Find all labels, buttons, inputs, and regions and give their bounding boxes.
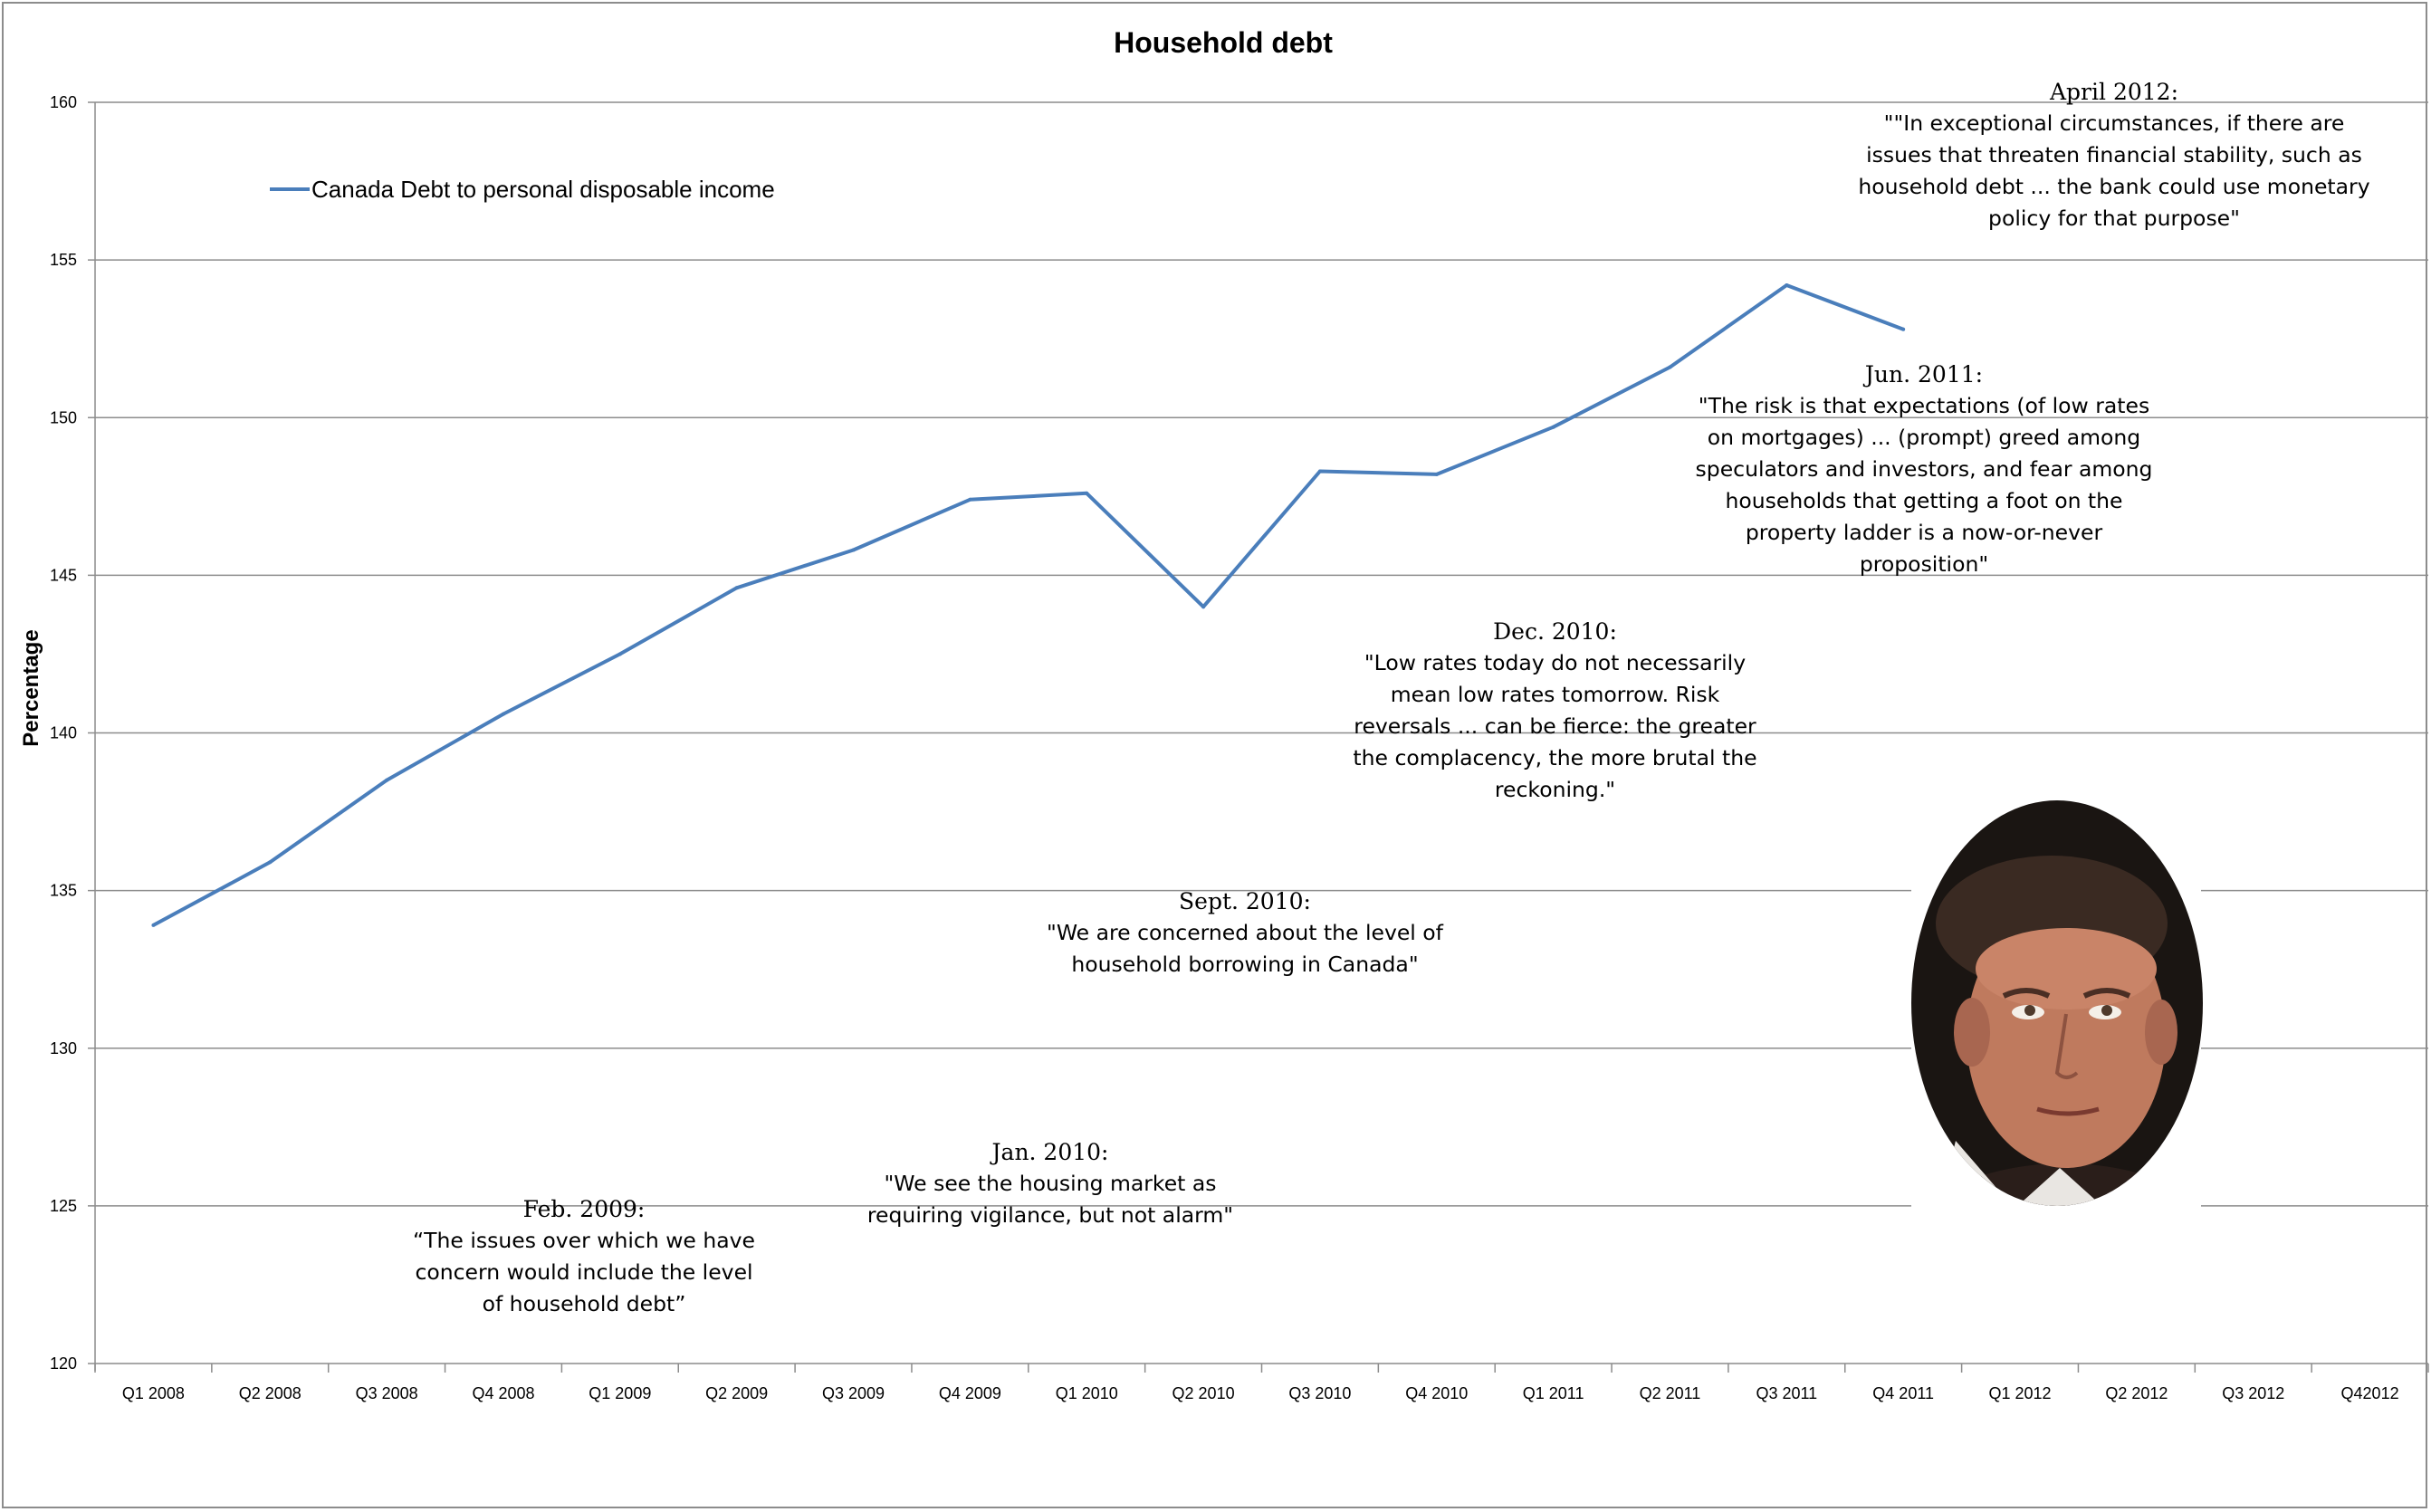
x-tick-label: Q3 2012 [2222, 1384, 2284, 1402]
data-point [851, 548, 856, 552]
portrait-photo-icon [1911, 856, 2203, 1206]
x-tick-label: Q2 2008 [239, 1384, 301, 1402]
annotation-quote: “The issues over which we have concern w… [412, 1228, 756, 1316]
data-point [1085, 491, 1089, 495]
data-point [1668, 365, 1672, 369]
series [151, 282, 1906, 927]
annotation-dec-2010: Dec. 2010: "Low rates today do not neces… [1349, 616, 1761, 806]
x-tick-label: Q4 2010 [1405, 1384, 1468, 1402]
data-point [1551, 425, 1555, 429]
annotation-date: Jun. 2011: [1864, 361, 1984, 388]
data-point [1201, 605, 1206, 609]
data-point [151, 923, 156, 927]
annotation-feb-2009: Feb. 2009: “The issues over which we hav… [403, 1193, 765, 1320]
annotation-sept-2010: Sept. 2010: "We are concerned about the … [1037, 885, 1453, 981]
data-point [385, 778, 389, 782]
x-tick-label: Q2 2011 [1640, 1384, 1701, 1402]
gridlines [95, 101, 2428, 1364]
x-tick-label: Q4 2011 [1872, 1384, 1934, 1402]
data-point [968, 497, 972, 502]
legend-label: Canada Debt to personal disposable incom… [311, 176, 775, 203]
data-point [1785, 282, 1789, 287]
y-tick-label: 130 [50, 1039, 77, 1057]
annotation-date: Feb. 2009: [522, 1196, 646, 1222]
data-point [1317, 469, 1322, 474]
x-tick-label: Q1 2008 [122, 1384, 185, 1402]
y-axis-label: Percentage [19, 629, 43, 746]
x-tick-label: Q4 2008 [472, 1384, 534, 1402]
x-tick-label: Q2 2012 [2105, 1384, 2168, 1402]
y-tick-label: 135 [50, 882, 77, 900]
annotation-quote: "Low rates today do not necessarily mean… [1353, 650, 1757, 802]
x-tick-label: Q2 2009 [705, 1384, 768, 1402]
data-point [734, 586, 739, 590]
x-tick-label: Q2 2010 [1172, 1384, 1235, 1402]
annotation-quote: "The risk is that expectations (of low r… [1695, 393, 2153, 577]
annotation-quote: ""In exceptional circumstances, if there… [1858, 110, 2370, 231]
data-point [617, 652, 622, 656]
data-point [268, 860, 273, 865]
y-tick-label: 140 [50, 724, 77, 742]
annotation-date: Sept. 2010: [1179, 888, 1311, 914]
x-tick-labels: Q1 2008 Q2 2008 Q3 2008 Q4 2008 Q1 2009 Q2 20… [122, 1384, 2399, 1402]
y-tick-label: 160 [50, 93, 77, 111]
x-tick-label: Q1 2012 [1988, 1384, 2051, 1402]
x-tick-label: Q1 2009 [589, 1384, 651, 1402]
y-tick-label: 120 [50, 1354, 77, 1373]
data-point [1434, 472, 1439, 476]
x-tick-label: Q3 2011 [1756, 1384, 1817, 1402]
y-tick-labels: 120 125 130 135 140 145 150 155 160 [50, 93, 77, 1373]
portrait [1911, 800, 2203, 1208]
y-tick-label: 145 [50, 566, 77, 584]
x-tick-label: Q4 2009 [939, 1384, 1001, 1402]
x-tick-label: Q3 2009 [822, 1384, 885, 1402]
annotation-date: April 2012: [2050, 79, 2178, 105]
x-tick-label: Q1 2011 [1523, 1384, 1584, 1402]
axes [88, 101, 2429, 1373]
y-tick-label: 150 [50, 408, 77, 426]
annotation-date: Jan. 2010: [991, 1139, 1109, 1165]
annotation-jun-2011: Jun. 2011: "The risk is that expectation… [1684, 359, 2164, 580]
data-point [1901, 327, 1906, 331]
annotation-quote: "We are concerned about the level of hou… [1047, 920, 1443, 977]
legend: Canada Debt to personal disposable incom… [270, 176, 775, 203]
x-tick-label: Q3 2010 [1288, 1384, 1351, 1402]
annotation-quote: "We see the housing market as requiring … [866, 1171, 1234, 1228]
annotation-jan-2010: Jan. 2010: "We see the housing market as… [865, 1136, 1236, 1231]
y-tick-label: 125 [50, 1197, 77, 1215]
y-tick-label: 155 [50, 251, 77, 269]
data-point [501, 712, 505, 716]
x-tick-label: Q1 2010 [1056, 1384, 1118, 1402]
annotation-april-2012: April 2012: ""In exceptional circumstanc… [1856, 76, 2372, 234]
x-tick-label: Q42012 [2341, 1384, 2399, 1402]
chart-title: Household debt [1114, 26, 1333, 59]
series-line [152, 283, 1904, 927]
annotation-date: Dec. 2010: [1493, 618, 1617, 645]
x-tick-label: Q3 2008 [356, 1384, 418, 1402]
